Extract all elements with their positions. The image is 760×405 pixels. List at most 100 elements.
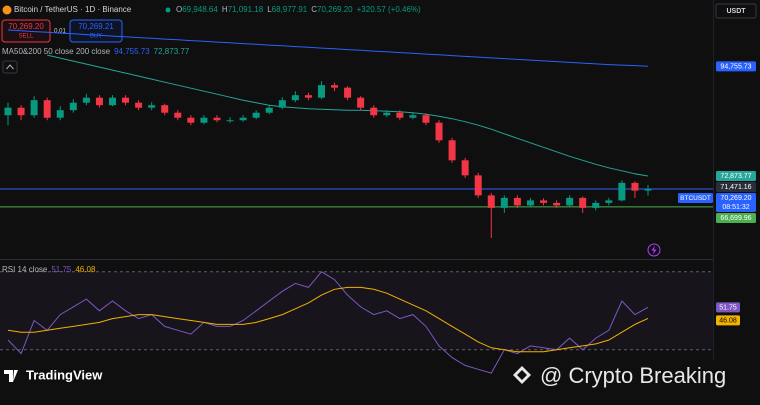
candle-body bbox=[95, 97, 103, 106]
candle-body bbox=[526, 200, 534, 206]
candle-body bbox=[239, 117, 247, 121]
candle-body bbox=[383, 112, 391, 116]
candle-body bbox=[317, 85, 325, 98]
sell-label: SELL bbox=[19, 34, 34, 40]
candle-body bbox=[344, 87, 352, 98]
candle-body bbox=[17, 107, 25, 116]
price-label: 70,269.20 bbox=[720, 195, 751, 202]
candle-body bbox=[122, 97, 130, 103]
price-label-box bbox=[716, 212, 756, 223]
candle-body bbox=[540, 200, 548, 203]
candle-body bbox=[291, 95, 299, 101]
candle-body bbox=[278, 100, 286, 108]
candle-body bbox=[4, 107, 12, 116]
candle-body bbox=[644, 189, 652, 191]
collapse-toggle[interactable] bbox=[2, 60, 18, 74]
ohlc-key: H bbox=[222, 5, 228, 14]
rsi-label: RSI 14 close bbox=[2, 265, 48, 274]
rsi-axis-label: 51.75 bbox=[719, 304, 737, 311]
price-label-box bbox=[716, 181, 756, 192]
candle-body bbox=[487, 195, 495, 208]
symbol-tag: BTCUSDT bbox=[680, 195, 711, 202]
candle-body bbox=[357, 97, 365, 108]
candle-body bbox=[396, 112, 404, 118]
ohlc-key: O bbox=[176, 5, 182, 14]
candle-body bbox=[82, 97, 90, 103]
ohlc-key: C bbox=[311, 5, 317, 14]
rsi-line bbox=[7, 271, 649, 374]
candle-body bbox=[161, 105, 169, 113]
candle-body bbox=[213, 117, 221, 121]
candle-body bbox=[30, 100, 38, 116]
symbol-icon bbox=[2, 5, 12, 15]
indicator-label: MA50&200 50 close 200 close bbox=[2, 47, 111, 56]
candle-body bbox=[252, 112, 260, 118]
candle-body bbox=[553, 202, 561, 206]
rsi-band bbox=[0, 271, 713, 350]
buy-price: 70,269.21 bbox=[78, 22, 114, 31]
candle-body bbox=[422, 115, 430, 123]
candle-body bbox=[174, 112, 182, 118]
ohlc-value: 68,977.91 bbox=[272, 5, 308, 14]
sell-price: 70,269.20 bbox=[8, 22, 44, 31]
candle-body bbox=[148, 105, 156, 108]
tv-logo bbox=[4, 370, 18, 382]
rsi-label-box bbox=[716, 302, 740, 313]
symbol-title: Bitcoin / TetherUS · 1D · Binance bbox=[14, 5, 132, 14]
brand-name: TradingView bbox=[26, 367, 103, 382]
candle-body bbox=[135, 102, 143, 108]
candle-body bbox=[566, 197, 574, 206]
quantity: 0.01 bbox=[54, 29, 66, 35]
candle-body bbox=[200, 117, 208, 123]
price-label: 66,699.96 bbox=[720, 215, 751, 222]
candle-body bbox=[592, 202, 600, 208]
candle-body bbox=[513, 197, 521, 206]
candle-body bbox=[265, 107, 273, 113]
candle-body bbox=[304, 95, 312, 98]
buy-button[interactable] bbox=[69, 19, 123, 43]
candle-body bbox=[331, 85, 339, 88]
candle-body bbox=[370, 107, 378, 116]
ohlc-key: L bbox=[267, 5, 272, 14]
flash-bolt bbox=[651, 245, 657, 255]
rsi-ma-value: 46.08 bbox=[75, 265, 96, 274]
price-label-box bbox=[716, 170, 756, 181]
rsi-axis-label: 46.08 bbox=[719, 317, 737, 324]
price-change: +320.57 (+0.46%) bbox=[357, 5, 421, 14]
candle-body bbox=[605, 200, 613, 203]
ohlc-value: 70,269.20 bbox=[317, 5, 353, 14]
rsi-value: 51.75 bbox=[51, 265, 72, 274]
candle-body bbox=[618, 182, 626, 201]
moving-average bbox=[47, 54, 649, 177]
ma-legend-value: 72,873.77 bbox=[154, 47, 190, 56]
candle-body bbox=[187, 117, 195, 123]
candle-body bbox=[500, 197, 508, 208]
candle-body bbox=[409, 115, 417, 118]
ma-legend-value: 94,755.73 bbox=[114, 47, 150, 56]
candle-body bbox=[108, 97, 116, 106]
ohlc-value: 71,091.18 bbox=[228, 5, 264, 14]
candle-body bbox=[69, 102, 77, 111]
collapse-icon bbox=[6, 64, 14, 70]
rsi-label-box bbox=[716, 315, 740, 326]
price-label: 72,873.77 bbox=[720, 173, 751, 180]
candle-body bbox=[448, 140, 456, 161]
candle-body bbox=[631, 182, 639, 191]
candle-body bbox=[435, 122, 443, 141]
ohlc-value: 69,948.64 bbox=[182, 5, 218, 14]
market-status bbox=[165, 7, 171, 13]
currency-selector[interactable] bbox=[715, 3, 757, 19]
countdown: 08:51:32 bbox=[722, 204, 749, 211]
candle-body bbox=[43, 100, 51, 118]
price-label-box bbox=[716, 61, 756, 72]
price-label-box bbox=[716, 192, 756, 212]
candle-body bbox=[226, 120, 234, 122]
rsi-ma-line bbox=[7, 286, 649, 353]
price-label: 71,471.16 bbox=[720, 184, 751, 191]
candle-body bbox=[461, 160, 469, 176]
flash-icon[interactable] bbox=[647, 243, 661, 257]
